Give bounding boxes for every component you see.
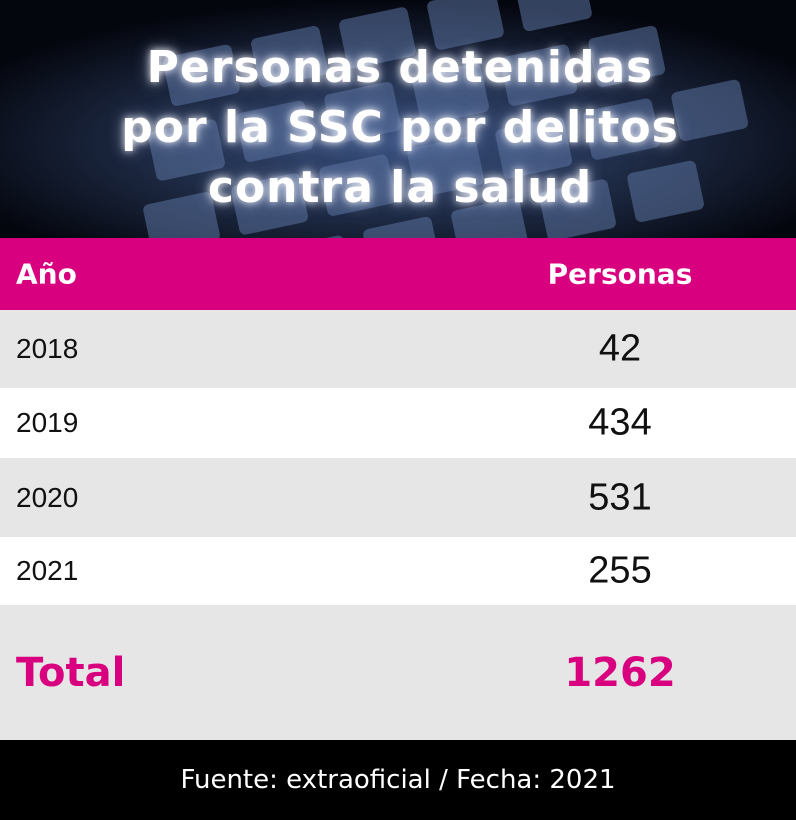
total-value: 1262	[564, 649, 676, 696]
column-header: Personas	[547, 257, 693, 291]
title: Personas detenidas por la SSC por delito…	[121, 42, 679, 213]
year-cell: 2020	[16, 481, 79, 513]
count-cell: 42	[598, 327, 642, 370]
table-row: 2019 434	[0, 388, 796, 458]
table-row: 2021 255	[0, 537, 796, 605]
count-cell: 255	[588, 549, 652, 592]
year-cell: 2019	[16, 407, 79, 438]
keyboard-background	[0, 0, 796, 238]
table-row: 2018 42	[0, 310, 796, 388]
table-header: Año Personas	[0, 238, 796, 310]
header-banner: Personas detenidas por la SSC por delito…	[0, 0, 796, 238]
footer: Fuente: extraoficial / Fecha: 2021	[0, 740, 796, 820]
total-label: Total	[16, 649, 126, 696]
count-cell: 531	[588, 476, 652, 518]
year-cell: 2021	[16, 555, 79, 586]
year-cell: 2018	[16, 333, 79, 364]
total-row: Total 1262	[0, 605, 796, 740]
count-cell: 434	[588, 401, 652, 444]
table-row: 2020 531	[0, 458, 796, 537]
column-header: Año	[16, 257, 77, 291]
